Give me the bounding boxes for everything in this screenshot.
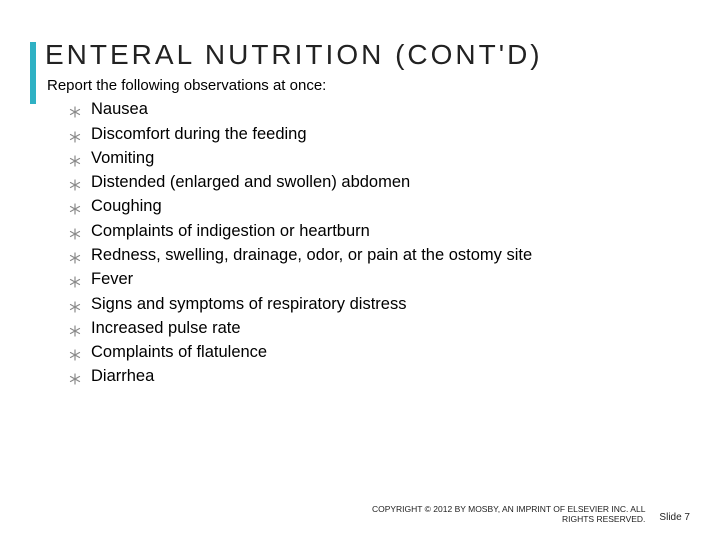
slide-footer: COPYRIGHT © 2012 BY MOSBY, AN IMPRINT OF… [372,504,690,524]
star-icon [69,102,81,114]
list-item-text: Diarrhea [91,367,154,385]
list-item-text: Complaints of flatulence [91,343,267,361]
list-item-text: Signs and symptoms of respiratory distre… [91,295,406,313]
star-icon [69,297,81,309]
list-item-text: Vomiting [91,149,154,167]
title-block: ENTERAL NUTRITION (CONT'D) [45,40,675,69]
list-item: Nausea [69,98,675,120]
copyright-line-2: RIGHTS RESERVED. [372,514,645,524]
list-item: Discomfort during the feeding [69,123,675,145]
slide-title: ENTERAL NUTRITION (CONT'D) [45,40,675,69]
list-item-text: Fever [91,270,133,288]
list-item: Fever [69,268,675,290]
star-icon [69,151,81,163]
accent-bar [30,42,36,104]
list-item-text: Redness, swelling, drainage, odor, or pa… [91,246,532,264]
star-icon [69,127,81,139]
slide-subtitle: Report the following observations at onc… [47,77,675,94]
list-item-text: Increased pulse rate [91,319,241,337]
list-item: Distended (enlarged and swollen) abdomen [69,171,675,193]
list-item: Signs and symptoms of respiratory distre… [69,293,675,315]
star-icon [69,248,81,260]
list-item: Vomiting [69,147,675,169]
list-item: Redness, swelling, drainage, odor, or pa… [69,244,675,266]
list-item-text: Complaints of indigestion or heartburn [91,222,370,240]
star-icon [69,272,81,284]
slide: ENTERAL NUTRITION (CONT'D) Report the fo… [0,0,720,540]
star-icon [69,345,81,357]
list-item-text: Discomfort during the feeding [91,125,307,143]
slide-number: Slide 7 [659,512,690,524]
list-item: Diarrhea [69,365,675,387]
star-icon [69,224,81,236]
star-icon [69,321,81,333]
copyright-line-1: COPYRIGHT © 2012 BY MOSBY, AN IMPRINT OF… [372,504,645,514]
list-item-text: Coughing [91,197,162,215]
star-icon [69,199,81,211]
observation-list: Nausea Discomfort during the feeding Vomit… [69,98,675,387]
list-item: Coughing [69,195,675,217]
star-icon [69,369,81,381]
list-item-text: Distended (enlarged and swollen) abdomen [91,173,410,191]
copyright-text: COPYRIGHT © 2012 BY MOSBY, AN IMPRINT OF… [372,504,645,524]
list-item: Increased pulse rate [69,317,675,339]
star-icon [69,175,81,187]
list-item-text: Nausea [91,100,148,118]
list-item: Complaints of flatulence [69,341,675,363]
list-item: Complaints of indigestion or heartburn [69,220,675,242]
